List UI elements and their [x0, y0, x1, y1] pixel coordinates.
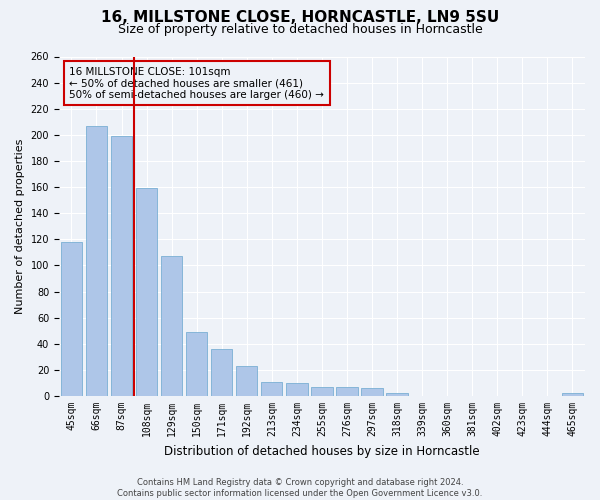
- Bar: [111, 136, 132, 396]
- Bar: [236, 366, 257, 396]
- Bar: [186, 332, 208, 396]
- Bar: [211, 349, 232, 396]
- Bar: [161, 256, 182, 396]
- Bar: [286, 383, 308, 396]
- Bar: [311, 387, 332, 396]
- Bar: [61, 242, 82, 396]
- Bar: [562, 394, 583, 396]
- Bar: [86, 126, 107, 396]
- Bar: [337, 387, 358, 396]
- Bar: [386, 394, 408, 396]
- Bar: [136, 188, 157, 396]
- Bar: [361, 388, 383, 396]
- Y-axis label: Number of detached properties: Number of detached properties: [15, 138, 25, 314]
- Text: Contains HM Land Registry data © Crown copyright and database right 2024.
Contai: Contains HM Land Registry data © Crown c…: [118, 478, 482, 498]
- Text: 16 MILLSTONE CLOSE: 101sqm
← 50% of detached houses are smaller (461)
50% of sem: 16 MILLSTONE CLOSE: 101sqm ← 50% of deta…: [70, 66, 324, 100]
- Text: 16, MILLSTONE CLOSE, HORNCASTLE, LN9 5SU: 16, MILLSTONE CLOSE, HORNCASTLE, LN9 5SU: [101, 10, 499, 25]
- Bar: [261, 382, 283, 396]
- X-axis label: Distribution of detached houses by size in Horncastle: Distribution of detached houses by size …: [164, 444, 480, 458]
- Text: Size of property relative to detached houses in Horncastle: Size of property relative to detached ho…: [118, 22, 482, 36]
